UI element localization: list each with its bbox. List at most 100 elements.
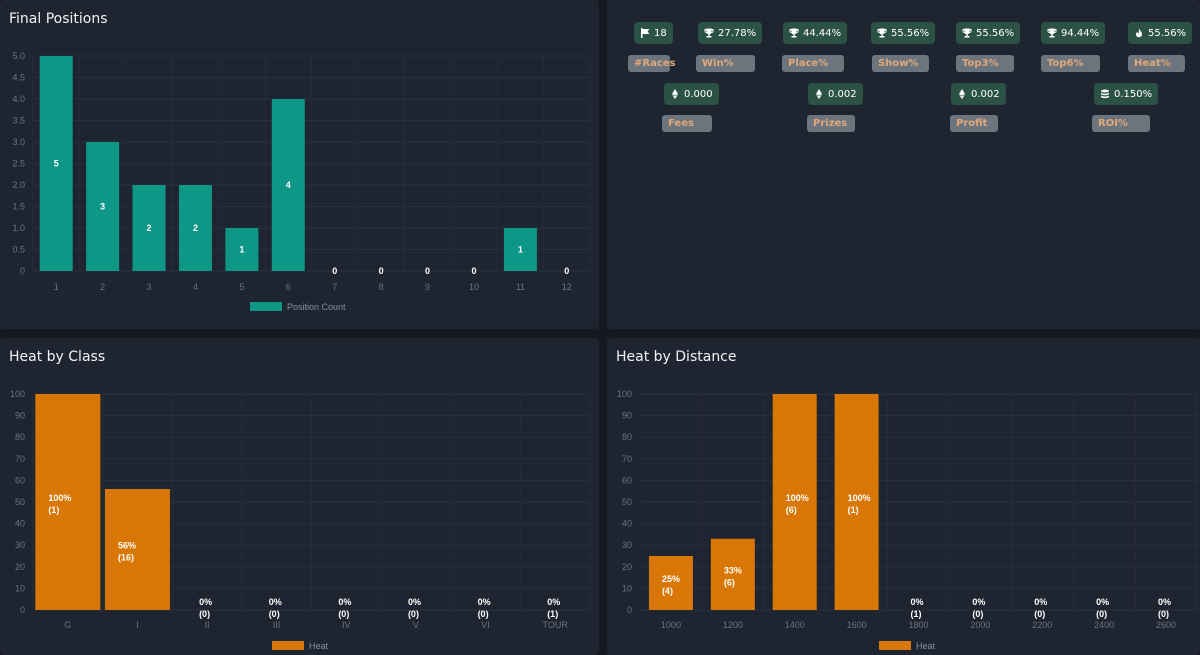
data-label: 4: [286, 180, 291, 190]
legend-swatch[interactable]: [250, 302, 282, 311]
stat-label: Fees: [662, 115, 712, 132]
data-label: (0): [269, 609, 280, 619]
trophy-icon: [962, 28, 972, 38]
data-label: 0: [564, 266, 569, 276]
legend-label[interactable]: Position Count: [287, 302, 346, 312]
bar[interactable]: [178, 185, 212, 271]
stat-badge: 55.56%: [871, 22, 936, 44]
y-tick-label: 20: [15, 562, 25, 572]
y-tick-label: 90: [622, 411, 632, 421]
heat-by-distance-title: Heat by Distance: [616, 349, 737, 365]
y-tick-label: 0: [20, 605, 25, 615]
stat-badge: 27.78%: [698, 22, 763, 44]
x-tick-label: 5: [239, 282, 244, 292]
stats-panel: 18 #Races 27.78% Win% 44.44% Place% 55.56% Show…: [607, 0, 1200, 329]
data-label: 1: [239, 245, 244, 255]
y-tick-label: 10: [622, 583, 632, 593]
stat-badge: 94.44%: [1041, 22, 1106, 44]
stat-value: 55.56%: [1148, 27, 1187, 39]
x-tick-label: 1800: [908, 620, 928, 630]
stat-badge: 0.000: [664, 83, 719, 105]
x-tick-label: 2: [100, 282, 105, 292]
y-tick-label: 40: [15, 519, 25, 529]
data-label: (4): [662, 586, 673, 596]
x-tick-label: 9: [425, 282, 430, 292]
stat-label: Show%: [872, 55, 929, 72]
flag-icon: [641, 28, 650, 38]
bar[interactable]: [132, 185, 166, 271]
x-tick-label: II: [205, 620, 210, 630]
ethereum-icon: [959, 89, 965, 99]
x-tick-label: IV: [342, 620, 351, 630]
x-tick-label: G: [64, 620, 71, 630]
bar[interactable]: [834, 394, 879, 610]
stat-label: Prizes: [807, 115, 855, 132]
x-tick-label: V: [413, 620, 419, 630]
y-tick-label: 50: [622, 497, 632, 507]
y-tick-label: 0.5: [12, 245, 25, 255]
stat-value: 44.44%: [803, 27, 842, 39]
data-label: 0%: [972, 597, 985, 607]
legend-label[interactable]: Heat: [309, 641, 329, 651]
bar[interactable]: [648, 556, 693, 610]
y-tick-label: 5.0: [12, 51, 25, 61]
y-tick-label: 100: [10, 389, 25, 399]
ethereum-icon: [816, 89, 822, 99]
y-tick-label: 70: [15, 454, 25, 464]
data-label: 2: [193, 223, 198, 233]
bar[interactable]: [271, 99, 305, 271]
x-tick-label: I: [136, 620, 139, 630]
y-tick-label: 80: [15, 432, 25, 442]
heat-by-distance-panel: Heat by Distance 0 10 20 30 40 50 60 70 80 90 100 1…: [607, 338, 1200, 655]
stat-label: Place%: [782, 55, 844, 72]
bar[interactable]: [710, 538, 755, 610]
bar[interactable]: [503, 228, 537, 271]
stat-label: Heat%: [1128, 55, 1185, 72]
bar[interactable]: [104, 489, 170, 610]
data-label: 0%: [408, 597, 421, 607]
stat-value: 0.150%: [1114, 88, 1153, 100]
data-label: 5: [54, 159, 59, 169]
bar[interactable]: [86, 142, 120, 271]
y-tick-label: 0: [627, 605, 632, 615]
stat-badge: 44.44%: [783, 22, 848, 44]
y-tick-label: 3.5: [12, 116, 25, 126]
bar[interactable]: [35, 394, 101, 610]
legend-swatch[interactable]: [879, 641, 911, 650]
data-label: (6): [786, 505, 797, 515]
y-tick-label: 60: [15, 475, 25, 485]
stat-badge: 55.56%: [956, 22, 1021, 44]
stat-value: 55.56%: [891, 27, 930, 39]
legend-label[interactable]: Heat: [916, 641, 936, 651]
data-label: 0: [332, 266, 337, 276]
trophy-icon: [1047, 28, 1057, 38]
y-tick-label: 1.0: [12, 223, 25, 233]
stat-label: Top3%: [956, 55, 1014, 72]
data-label: 100%: [48, 493, 71, 503]
stat-label: Profit: [950, 115, 998, 132]
data-label: 100%: [848, 493, 871, 503]
stat-value: 27.78%: [718, 27, 757, 39]
final-positions-title: Final Positions: [9, 11, 108, 27]
y-tick-label: 2.0: [12, 180, 25, 190]
y-tick-label: 100: [617, 389, 632, 399]
y-tick-label: 50: [15, 497, 25, 507]
data-label: 2: [147, 223, 152, 233]
bar[interactable]: [772, 394, 817, 610]
stat-label: #Races: [628, 55, 676, 72]
data-label: 0%: [1158, 597, 1171, 607]
data-label: (6): [724, 577, 735, 587]
stat-label: Win%: [696, 55, 755, 72]
x-tick-label: 10: [469, 282, 479, 292]
x-tick-label: 1000: [661, 620, 681, 630]
bar[interactable]: [225, 228, 259, 271]
bar[interactable]: [39, 56, 73, 271]
data-label: (16): [118, 553, 134, 563]
y-tick-label: 0: [20, 266, 25, 276]
data-label: 33%: [724, 565, 742, 575]
legend-swatch[interactable]: [272, 641, 304, 650]
data-label: (0): [478, 609, 489, 619]
stat-value: 0.002: [828, 88, 857, 100]
y-tick-label: 1.5: [12, 202, 25, 212]
x-tick-label: 2000: [970, 620, 990, 630]
